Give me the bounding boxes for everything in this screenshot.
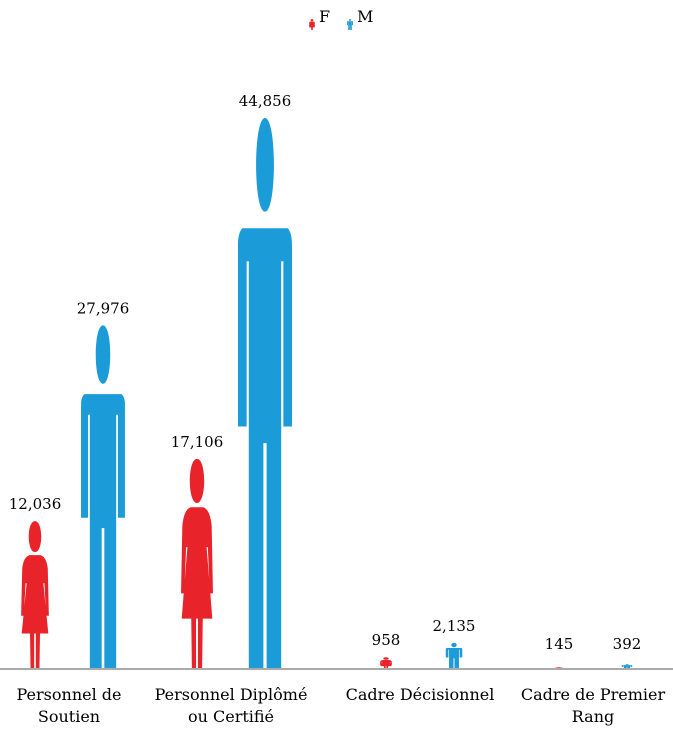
data-label: 44,856 [239,92,292,110]
female-figure-1 [21,521,49,669]
category-labels: Personnel de Soutien Personnel Diplômé ou C… [17,685,666,726]
male-legend-icon [347,19,353,30]
category-label: Soutien [38,707,100,726]
category-label: Rang [572,707,615,726]
figure-marks [21,118,633,669]
data-label: 27,976 [77,299,130,317]
data-label: 392 [613,635,642,653]
data-label: 958 [372,631,401,649]
legend-label: M [357,7,373,26]
data-label: 145 [545,635,574,653]
female-figure-3 [379,657,393,669]
category-label: Cadre de Premier [521,685,666,704]
category-label: Personnel de [17,685,122,704]
male-figure-1 [81,325,125,669]
female-figure-2 [181,458,213,669]
data-label: 12,036 [9,495,62,513]
male-figure-3 [445,642,463,669]
female-legend-icon [309,19,315,30]
male-figure-4 [621,664,633,669]
data-labels: 12,036 17,106 958 145 27,976 44,856 2,135 392 [9,92,642,653]
legend-icon-shape [309,19,315,30]
legend-label: F [319,7,330,26]
category-label: Personnel Diplômé [155,685,308,704]
legend-icon-shape [347,19,353,30]
data-label: 17,106 [171,433,224,451]
data-label: 2,135 [433,617,476,635]
category-label: Cadre Décisionnel [346,685,495,704]
male-figure-2 [238,118,292,669]
category-label: ou Certifié [188,707,274,726]
